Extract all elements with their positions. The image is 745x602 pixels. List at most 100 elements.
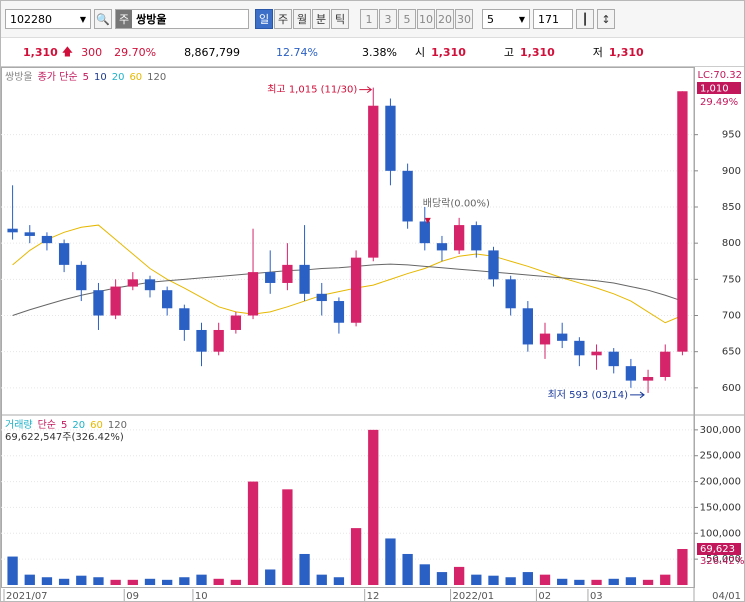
candle-body (488, 250, 499, 280)
low-annotation: 최저 593 (03/14) (548, 389, 629, 401)
volume-bar (127, 579, 138, 585)
volume-bar (7, 556, 18, 585)
price: 1,310 (23, 45, 58, 59)
volume-bar (385, 538, 396, 585)
toolbar-button[interactable]: 5 (398, 9, 416, 29)
chart-type-button[interactable]: ┃ (576, 9, 594, 29)
last-change-label: 29.49% (700, 97, 738, 108)
last-price-box (697, 82, 741, 94)
last-volume-label: 69,623 (700, 544, 735, 555)
count-value: 171 (538, 12, 559, 26)
x-end-label: 04/01 (712, 591, 741, 602)
volume-bar (539, 574, 551, 585)
candle-body (419, 221, 430, 244)
volume-bar (419, 564, 430, 585)
open: 1,310 (431, 45, 466, 59)
volume-bar (41, 577, 53, 585)
last-volume-box (697, 542, 741, 555)
candle-body (7, 228, 18, 233)
candle-body (179, 308, 190, 330)
lc-label: LC:70.32 (697, 70, 742, 81)
candle-body (539, 333, 551, 345)
code: 102280 (10, 12, 52, 26)
candle-body (299, 264, 310, 294)
volume-bar (505, 577, 516, 585)
chart-area: 600 650 700 750 800 850 900 950 쌍방울 종가 단순 5 10 20 60 1… (1, 67, 744, 602)
candle-body (247, 272, 259, 316)
toolbar-button[interactable]: 월 (293, 9, 311, 29)
x-tick-label: 09 (126, 591, 139, 602)
volume-bar (213, 578, 224, 585)
y-tick-label: 100,000 (700, 528, 741, 539)
toolbar-button[interactable]: 3 (379, 9, 397, 29)
volume-bar (402, 553, 413, 585)
toolbar-button[interactable]: 1 (360, 9, 378, 29)
volume-bar (282, 489, 293, 585)
volume-bar (557, 578, 568, 585)
high-label: 고 (503, 46, 514, 59)
toolbar-button[interactable]: 20 (436, 9, 454, 29)
volume-bar (591, 579, 602, 585)
candle-body (76, 264, 87, 291)
name-field[interactable]: 주 쌍방울 (115, 9, 249, 29)
low-label: 저 (592, 46, 603, 59)
low: 1,310 (608, 45, 644, 59)
volume-bar (453, 566, 465, 585)
frame (1, 67, 695, 588)
volume-bar (93, 577, 104, 585)
volume-bar (608, 578, 619, 585)
count-unit-value: 5 (487, 12, 494, 26)
toolbar-button[interactable]: 주 (274, 9, 292, 29)
toolbar-button[interactable]: 일 (255, 9, 273, 29)
volume-bar (110, 579, 121, 585)
x-tick-label: 12 (367, 591, 380, 602)
volume-bar (574, 579, 585, 585)
candle-body (213, 329, 224, 352)
candle-body (625, 366, 637, 381)
legend-period: 120 (108, 420, 127, 431)
count-unit[interactable]: 5 ▼ (482, 9, 530, 29)
y-tick-label: 250,000 (700, 451, 741, 462)
candle-body (642, 377, 654, 381)
rate-a: 12.74% (276, 45, 318, 59)
candle-body (522, 308, 533, 345)
y-tick-label: 200,000 (700, 477, 741, 488)
volume-bar (76, 575, 87, 585)
candle-body (58, 243, 70, 265)
volume-bar (144, 578, 156, 585)
candle-body (24, 232, 35, 236)
high-arrow (359, 86, 373, 94)
moving-average-line (12, 263, 683, 316)
volume-bar (660, 574, 671, 585)
candle-body (196, 329, 207, 352)
volume-bar (230, 579, 242, 585)
y-tick-label: 800 (722, 238, 741, 249)
volume-bar (677, 548, 688, 585)
candle-body (402, 170, 413, 222)
toolbar-button[interactable]: 분 (312, 9, 330, 29)
y-tick-label: 600 (722, 383, 741, 394)
y-tick-label: 700 (722, 311, 741, 322)
legend-period: 5 (61, 420, 67, 431)
code-input[interactable]: 102280 ▼ (5, 9, 91, 29)
dividend-marker (424, 217, 431, 224)
y-tick-label: 750 (722, 274, 741, 285)
legend-period: 60 (90, 420, 103, 431)
candle-body (471, 225, 482, 251)
stock-name: 쌍방울 (136, 13, 167, 26)
x-tick-label: 10 (195, 591, 208, 602)
volume-bar (488, 575, 499, 585)
toolbar-button[interactable]: 10 (417, 9, 435, 29)
legend-period: 20 (112, 72, 125, 83)
open-label: 시 (414, 46, 426, 59)
volume-bar (642, 579, 654, 585)
count-input[interactable]: 171 (533, 9, 573, 29)
toolbar-button[interactable]: 30 (455, 9, 473, 29)
scale-button[interactable]: ↕ (597, 9, 615, 29)
toolbar-button[interactable]: 틱 (331, 9, 349, 29)
y-tick-label: 150,000 (700, 502, 741, 513)
rate-b: 3.38% (362, 45, 397, 59)
candle-body (282, 264, 293, 283)
search-button[interactable]: 🔍 (94, 9, 112, 29)
